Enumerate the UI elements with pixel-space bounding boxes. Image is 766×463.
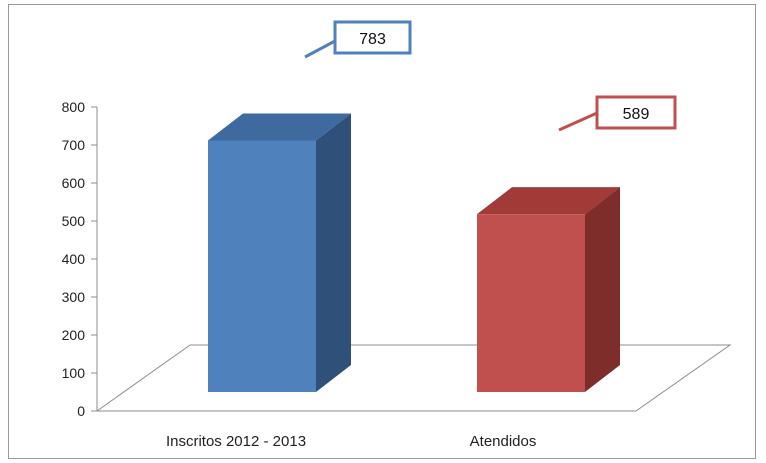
y-tick-label: 600 <box>62 175 86 191</box>
floor-edge <box>190 344 732 412</box>
chart-frame <box>8 4 756 459</box>
y-tick-label: 500 <box>62 213 86 229</box>
bar-2 <box>477 187 620 392</box>
y-tick-label: 700 <box>62 137 86 153</box>
bar-side <box>316 113 351 393</box>
bar-top <box>208 113 351 141</box>
chart-floor <box>96 344 732 412</box>
y-tick-label: 200 <box>62 327 86 343</box>
y-tick-label: 800 <box>62 99 86 115</box>
bar-top <box>477 187 620 215</box>
callout-leader <box>304 39 336 59</box>
category-labels: Inscritos 2012 - 2013 Atendidos <box>166 433 536 450</box>
y-tick-label: 100 <box>62 365 86 381</box>
callout-2: 589 <box>558 95 677 132</box>
bar-1 <box>208 113 351 393</box>
bar-front <box>208 140 316 392</box>
callout-box <box>595 95 677 130</box>
bars <box>208 113 620 393</box>
callout-leader <box>558 111 598 132</box>
callout-box <box>333 20 412 55</box>
category-label: Atendidos <box>470 433 537 450</box>
bar-side <box>585 187 620 392</box>
y-axis: 0 100 200 300 400 500 600 700 800 <box>62 99 98 419</box>
y-tick-label: 300 <box>62 289 86 305</box>
category-label: Inscritos 2012 - 2013 <box>166 433 306 450</box>
data-label: 589 <box>623 106 650 123</box>
data-label: 783 <box>359 31 386 48</box>
floor-left-edge <box>96 344 191 412</box>
callout-1: 783 <box>304 20 412 59</box>
y-tick-label: 0 <box>77 403 85 419</box>
y-tick-label: 400 <box>62 251 86 267</box>
data-callouts: 783 589 <box>304 20 677 132</box>
bar-front <box>477 214 585 392</box>
